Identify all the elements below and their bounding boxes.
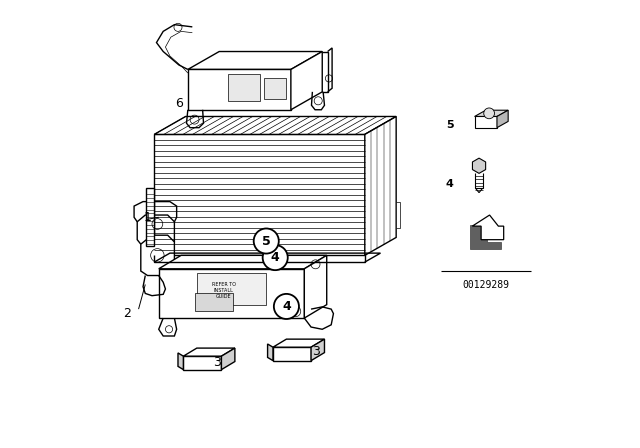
Text: 3: 3 [312,345,319,358]
Polygon shape [273,339,324,347]
Polygon shape [178,353,184,370]
Polygon shape [141,235,174,276]
Polygon shape [197,273,266,305]
Text: 5: 5 [446,121,454,130]
Text: 6: 6 [175,96,183,110]
Polygon shape [305,255,327,318]
Text: 4: 4 [282,300,291,313]
Text: 2: 2 [124,307,131,320]
Text: 00129289: 00129289 [462,280,509,290]
Polygon shape [221,348,235,370]
Text: 4: 4 [446,179,454,189]
Polygon shape [475,116,497,128]
Text: 5: 5 [262,234,271,248]
Polygon shape [472,158,486,173]
Polygon shape [188,69,291,110]
Polygon shape [264,78,287,99]
Polygon shape [184,348,235,356]
Polygon shape [396,202,400,228]
Polygon shape [470,225,502,249]
Polygon shape [146,188,154,246]
Polygon shape [195,293,233,311]
Text: REFER TO
INSTALL
GUIDE: REFER TO INSTALL GUIDE [212,282,236,299]
Polygon shape [291,52,323,110]
Polygon shape [228,74,260,101]
Text: 4: 4 [271,251,280,264]
Polygon shape [159,269,305,318]
Text: 3: 3 [213,356,221,370]
Polygon shape [154,116,396,134]
Polygon shape [154,134,365,255]
Circle shape [484,108,495,119]
Polygon shape [184,356,221,370]
Polygon shape [273,347,311,361]
Circle shape [262,245,288,270]
Polygon shape [268,344,273,361]
Polygon shape [311,339,324,361]
Polygon shape [188,52,323,69]
Polygon shape [365,116,396,255]
Text: 1: 1 [143,211,152,224]
Polygon shape [472,215,504,240]
Circle shape [253,228,279,254]
Polygon shape [159,255,327,269]
Polygon shape [497,110,508,128]
Polygon shape [475,110,508,116]
Circle shape [274,294,299,319]
